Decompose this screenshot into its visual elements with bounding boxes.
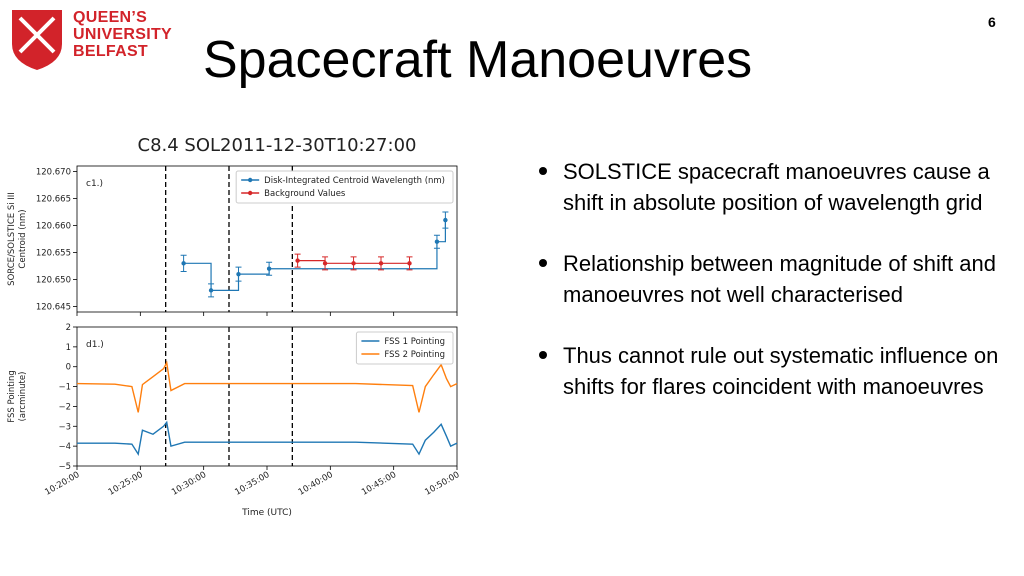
logo-text: UNIVERSITY [73, 26, 173, 43]
panel-label: c1.) [86, 179, 103, 189]
chart-title: C8.4 SOL2011-12-30T10:27:00 [138, 135, 417, 156]
logo-text: BELFAST [73, 43, 148, 60]
data-point [322, 261, 328, 266]
logo-shield [12, 10, 62, 70]
y-axis-label: FSS Pointing [7, 370, 17, 422]
y-tick-label: 120.670 [36, 167, 71, 177]
series-line [76, 360, 458, 413]
data-point [236, 271, 241, 277]
bullet: Relationship between magnitude of shift … [536, 248, 1006, 310]
data-point [208, 288, 214, 293]
step-line [297, 260, 410, 264]
chart: C8.4 SOL2011-12-30T10:27:00c1.)120.64512… [7, 135, 462, 518]
data-point [443, 217, 448, 223]
y-tick-label: 120.660 [36, 221, 71, 231]
y-tick-label: −5 [58, 462, 71, 472]
data-point [407, 261, 412, 266]
y-tick-label: −1 [58, 383, 71, 393]
y-tick-label: 120.650 [36, 276, 71, 286]
panel-label: d1.) [86, 340, 104, 350]
legend-label: FSS 2 Pointing [384, 350, 445, 360]
legend-swatch [241, 177, 260, 183]
x-axis-label: Time (UTC) [241, 508, 292, 518]
data-point [266, 266, 272, 271]
x-tick-label: 10:40:00 [297, 470, 335, 498]
legend-box [235, 170, 454, 204]
legend-marker [247, 190, 253, 196]
logo-text: QUEEN’S [73, 9, 148, 26]
y-tick-label: −3 [58, 422, 71, 432]
shield-cross [18, 16, 56, 54]
slide-title: Spacecraft Manoeuvres [203, 31, 753, 89]
x-tick-label: 10:45:00 [360, 470, 398, 498]
x-tick-label: 10:20:00 [43, 470, 81, 498]
y-tick-label: −4 [58, 442, 71, 452]
legend-box [355, 331, 454, 365]
legend-marker [247, 177, 253, 183]
y-axis-label: Centroid (nm) [18, 209, 28, 268]
data-point [434, 239, 440, 244]
legend-label: Background Values [264, 189, 346, 199]
x-tick-label: 10:35:00 [233, 470, 271, 498]
bullet: SOLSTICE spacecraft manoeuvres cause a s… [536, 156, 1006, 218]
legend: Disk-Integrated Centroid Wavelength (nm)… [235, 170, 454, 204]
y-tick-label: 120.645 [36, 303, 71, 313]
page-number: 6 [988, 14, 996, 30]
y-tick-label: 1 [66, 343, 71, 353]
data-point [351, 261, 356, 266]
y-tick-label: 120.655 [36, 249, 71, 259]
x-tick-label: 10:50:00 [423, 470, 461, 498]
x-tick-label: 10:25:00 [107, 470, 145, 498]
y-tick-label: 2 [66, 323, 71, 333]
series-line [77, 420, 458, 456]
y-tick-label: 120.665 [36, 194, 71, 204]
bullet: Thus cannot rule out systematic influenc… [536, 340, 1006, 402]
data-point [181, 261, 186, 266]
y-axis-label: SORCE/SOLSTICE Si III [7, 192, 17, 286]
x-tick-label: 10:30:00 [170, 470, 208, 498]
data-point [378, 261, 384, 266]
legend-label: FSS 1 Pointing [384, 337, 445, 347]
y-axis-label: (arcminute) [18, 372, 28, 422]
legend-swatch [241, 190, 260, 196]
legend: FSS 1 Pointing FSS 2 Pointing [355, 331, 454, 365]
step-line [183, 220, 446, 291]
bullet-list: SOLSTICE spacecraft manoeuvres cause a s… [536, 156, 1006, 432]
y-tick-label: −2 [58, 402, 71, 412]
legend-label: Disk-Integrated Centroid Wavelength (nm) [264, 176, 445, 186]
data-point [295, 258, 300, 263]
y-tick-label: 0 [66, 363, 71, 373]
